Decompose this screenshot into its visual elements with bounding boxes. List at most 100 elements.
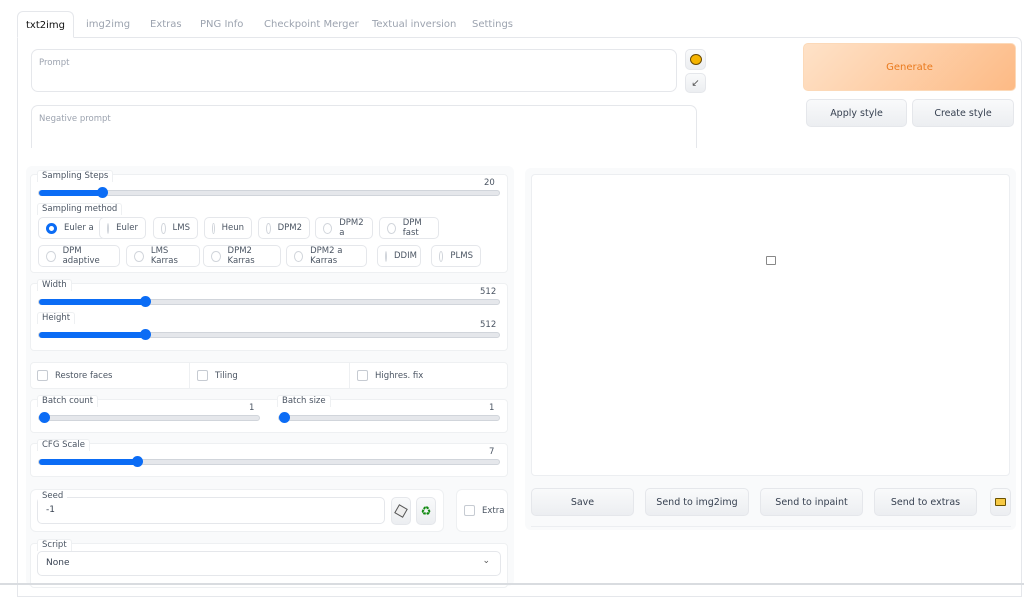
radio-button[interactable] [294, 250, 304, 262]
divider [189, 363, 190, 388]
slider-fill [39, 332, 145, 338]
checkbox-box[interactable] [464, 505, 475, 516]
radio-button[interactable] [212, 222, 215, 234]
radio-button[interactable] [211, 250, 221, 262]
prompt-input[interactable]: Prompt [31, 49, 677, 92]
cfg-scale-slider[interactable] [38, 456, 500, 467]
slider-handle[interactable] [39, 412, 50, 423]
script-dropdown[interactable]: None ⌄ [37, 551, 501, 576]
sampling-option[interactable]: LMS [153, 217, 198, 239]
slider-fill [39, 459, 137, 465]
checkbox-box[interactable] [37, 370, 48, 381]
sampling-option-label: Euler [116, 223, 138, 233]
radio-button[interactable] [323, 222, 333, 234]
paste-params-button[interactable]: ↙ [685, 73, 706, 93]
checkbox-box[interactable] [357, 370, 368, 381]
cfg-scale-value[interactable]: 7 [489, 447, 495, 457]
sampling-steps-slider[interactable] [38, 187, 500, 198]
tab-settings[interactable]: Settings [472, 19, 514, 30]
sampling-option-label: LMS [172, 223, 190, 233]
chevron-down-icon: ⌄ [482, 556, 490, 566]
generate-button[interactable]: Generate [803, 43, 1016, 91]
radio-button[interactable] [134, 250, 144, 262]
sampling-option[interactable]: DPM adaptive [38, 245, 120, 267]
sampling-option-label: DPM adaptive [62, 246, 100, 266]
sampling-steps-label: Sampling Steps [37, 170, 114, 182]
radio-button[interactable] [439, 250, 444, 262]
tab-extras[interactable]: Extras [150, 19, 182, 30]
folder-icon [995, 498, 1006, 506]
radio-button[interactable] [161, 222, 166, 234]
height-value[interactable]: 512 [480, 320, 497, 330]
sampling-method-label: Sampling method [37, 203, 123, 215]
batch-size-label: Batch size [277, 395, 331, 407]
restore-faces-checkbox[interactable]: Restore faces [37, 370, 113, 381]
radio-button[interactable] [385, 250, 387, 262]
highres-fix-checkbox[interactable]: Highres. fix [357, 370, 423, 381]
batch-count-value[interactable]: 1 [249, 403, 255, 413]
negative-prompt-input[interactable]: Negative prompt [31, 105, 697, 148]
tab-png-info[interactable]: PNG Info [200, 19, 244, 30]
sampling-option-label: PLMS [450, 251, 473, 261]
open-folder-button[interactable] [990, 488, 1011, 516]
save-button[interactable]: Save [531, 488, 634, 516]
sampling-option[interactable]: LMS Karras [126, 245, 200, 267]
batch-size-value[interactable]: 1 [489, 403, 495, 413]
radio-button[interactable] [107, 222, 110, 234]
extra-checkbox[interactable]: Extra [464, 505, 504, 516]
extra-label: Extra [482, 505, 505, 516]
create-style-button[interactable]: Create style [912, 99, 1014, 127]
seed-input[interactable]: -1 [37, 497, 385, 524]
send-to-img2img-button[interactable]: Send to img2img [645, 488, 749, 516]
dice-icon [394, 504, 408, 518]
tab-img2img[interactable]: img2img [86, 19, 131, 30]
batch-size-slider[interactable] [278, 412, 500, 423]
sampling-option[interactable]: DPM2 a [315, 217, 373, 239]
seed-label: Seed [38, 491, 68, 502]
sampling-option[interactable]: DPM2 a Karras [286, 245, 367, 267]
radio-button[interactable] [46, 222, 57, 234]
send-to-inpaint-button[interactable]: Send to inpaint [760, 488, 863, 516]
slider-handle[interactable] [96, 187, 108, 198]
slider-fill [39, 299, 145, 305]
apply-style-button[interactable]: Apply style [806, 99, 907, 127]
width-value[interactable]: 512 [480, 287, 497, 297]
sampling-option[interactable]: Heun [204, 217, 252, 239]
highres-fix-label: Highres. fix [375, 370, 424, 381]
radio-button[interactable] [387, 222, 396, 234]
sampling-option[interactable]: DPM2 Karras [203, 245, 281, 267]
sampling-option-label: DDIM [394, 251, 417, 261]
tiling-checkbox[interactable]: Tiling [197, 370, 238, 381]
palette-icon [689, 54, 702, 65]
slider-handle[interactable] [279, 412, 290, 423]
recycle-icon: ♻ [420, 504, 432, 518]
sampling-option[interactable]: DPM2 [258, 217, 310, 239]
tab-textual-inversion[interactable]: Textual inversion [372, 19, 457, 30]
style-button[interactable] [685, 49, 706, 70]
slider-handle[interactable] [139, 296, 151, 307]
slider-handle[interactable] [131, 456, 143, 467]
random-seed-button[interactable] [391, 497, 411, 525]
radio-button[interactable] [266, 222, 271, 234]
sampling-option-label: DPM2 a [339, 218, 364, 238]
sampling-option[interactable]: Euler [99, 217, 146, 239]
output-gallery [531, 174, 1010, 476]
width-slider[interactable] [38, 296, 500, 307]
height-slider[interactable] [38, 329, 500, 340]
sampling-option-label: LMS Karras [150, 246, 178, 266]
radio-button[interactable] [46, 250, 56, 262]
sampling-steps-value[interactable]: 20 [484, 178, 495, 188]
send-to-extras-button[interactable]: Send to extras [874, 488, 977, 516]
tab-checkpoint-merger[interactable]: Checkpoint Merger [264, 19, 359, 30]
sampling-option[interactable]: PLMS [431, 245, 481, 267]
batch-count-slider[interactable] [38, 412, 260, 423]
batch-count-label: Batch count [37, 395, 99, 407]
reuse-seed-button[interactable]: ♻ [416, 497, 436, 525]
sampling-option[interactable]: DPM fast [379, 217, 439, 239]
sampling-option[interactable]: DDIM [377, 245, 421, 267]
tab-txt2img[interactable]: txt2img [17, 11, 74, 38]
sampling-option[interactable]: Euler a [38, 217, 107, 239]
checkbox-box[interactable] [197, 370, 208, 381]
slider-handle[interactable] [139, 329, 151, 340]
options-block [30, 362, 508, 389]
